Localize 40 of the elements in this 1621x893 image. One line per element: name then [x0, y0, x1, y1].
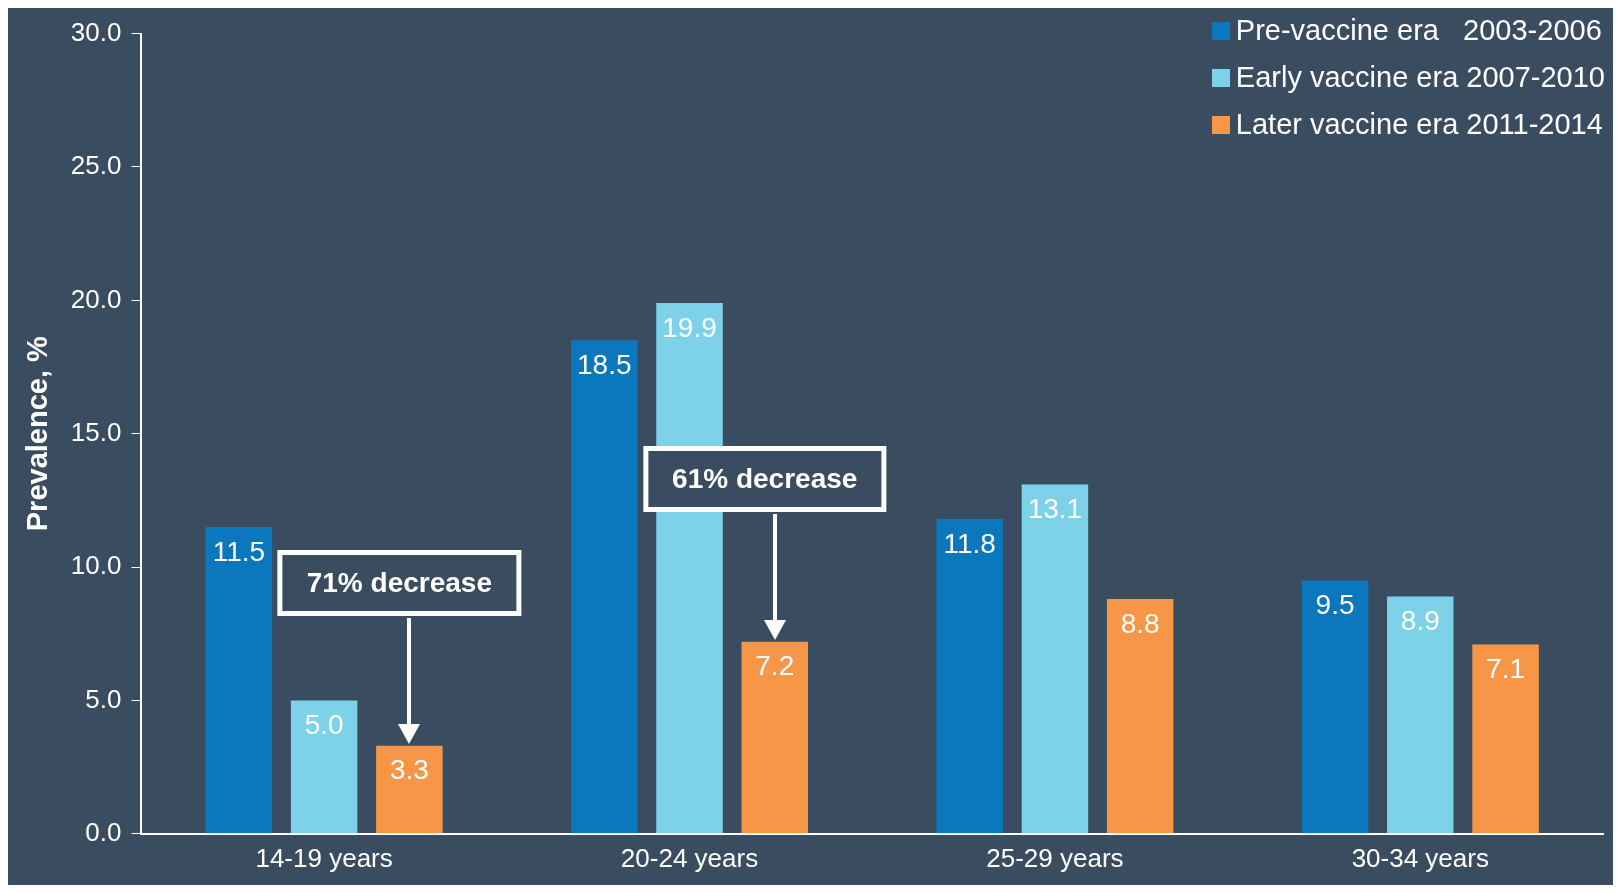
bar [1472, 644, 1539, 834]
y-axis-title: Prevalence, % [21, 335, 54, 532]
legend-label: Pre-vaccine era 2003-2006 [1235, 14, 1602, 47]
annotation: 71% decrease [277, 549, 521, 616]
data-label: 7.2 [755, 650, 795, 682]
bar [376, 745, 443, 834]
data-label: 9.5 [1315, 589, 1355, 621]
legend-label: Early vaccine era 2007-2010 [1235, 61, 1605, 94]
data-label: 13.1 [1027, 493, 1083, 525]
data-label: 5.0 [304, 709, 344, 741]
data-label: 8.9 [1400, 605, 1440, 637]
y-tick-label: 15.0 [70, 416, 122, 447]
bar [205, 527, 273, 834]
data-label: 8.8 [1120, 607, 1160, 639]
bar [290, 700, 358, 834]
x-tick-label: 30-34 years [1351, 842, 1489, 873]
data-label: 3.3 [389, 754, 429, 786]
bar [1301, 580, 1369, 834]
bar [1106, 599, 1174, 834]
y-tick-label: 30.0 [70, 16, 122, 47]
x-tick-label: 20-24 years [620, 842, 759, 873]
bar [1021, 484, 1089, 834]
y-tick-label: 5.0 [85, 683, 122, 714]
annotation: 61% decrease [643, 445, 887, 512]
bar [741, 641, 809, 834]
data-label: 7.1 [1486, 653, 1526, 685]
y-tick-label: 20.0 [70, 283, 122, 314]
y-tick-label: 0.0 [85, 816, 122, 847]
data-label: 11.5 [212, 535, 266, 567]
bar [1387, 596, 1454, 834]
y-tick-label: 10.0 [70, 550, 122, 581]
legend-label: Later vaccine era 2011-2014 [1235, 108, 1603, 141]
y-tick-label: 25.0 [70, 150, 122, 181]
data-label: 18.5 [576, 349, 632, 381]
x-tick-label: 25-29 years [986, 842, 1124, 873]
data-label: 11.8 [943, 527, 996, 559]
x-tick-label: 14-19 years [255, 842, 393, 873]
data-label: 19.9 [662, 311, 717, 343]
bar [570, 340, 638, 834]
bar [936, 519, 1003, 834]
